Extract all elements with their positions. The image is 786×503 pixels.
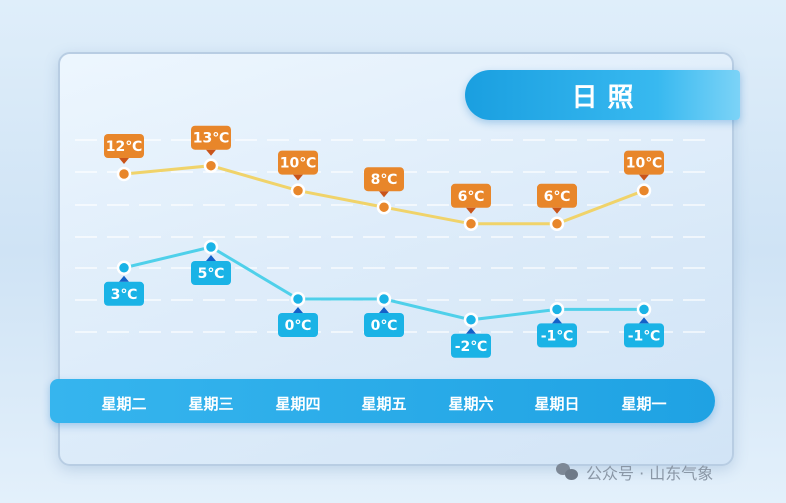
- low-temp-label: 0℃: [364, 307, 404, 337]
- day-label: 星期二: [101, 395, 147, 413]
- svg-text:12℃: 12℃: [106, 139, 142, 155]
- svg-text:13℃: 13℃: [193, 131, 229, 147]
- svg-text:0℃: 0℃: [371, 318, 398, 334]
- low-temp-label: -2℃: [451, 327, 491, 358]
- low-temp-label: 3℃: [104, 275, 144, 306]
- low-temp-point: [290, 291, 306, 307]
- high-temp-label: 13℃: [191, 125, 231, 156]
- svg-text:-1℃: -1℃: [628, 328, 661, 344]
- low-temp-point: [376, 291, 392, 307]
- watermark: 公众号 · 山东气象: [556, 460, 713, 484]
- low-temp-point: [636, 302, 652, 317]
- high-temp-label: 6℃: [537, 183, 577, 214]
- high-temp-label: 6℃: [451, 183, 491, 214]
- high-temp-label: 10℃: [278, 150, 318, 181]
- low-temp-point: [116, 260, 132, 276]
- day-label: 星期三: [188, 395, 234, 413]
- low-temp-label: -1℃: [624, 317, 664, 348]
- low-temp-label: 5℃: [191, 255, 231, 285]
- city-title-bar: 日照: [465, 70, 740, 120]
- high-temp-point: [463, 216, 479, 232]
- day-band: [50, 379, 715, 423]
- wechat-icon: [556, 463, 580, 481]
- high-temp-point: [203, 158, 219, 173]
- low-temp-point: [463, 312, 479, 328]
- svg-text:5℃: 5℃: [198, 266, 225, 282]
- day-label: 星期四: [275, 395, 321, 413]
- day-label: 星期日: [534, 395, 580, 413]
- low-temp-point: [549, 302, 565, 317]
- svg-text:6℃: 6℃: [458, 189, 485, 205]
- low-temp-point: [203, 239, 219, 255]
- high-temp-label: 8℃: [364, 167, 404, 198]
- svg-text:0℃: 0℃: [285, 318, 312, 334]
- svg-text:6℃: 6℃: [544, 189, 571, 205]
- high-temp-label: 10℃: [624, 150, 664, 181]
- low-temp-label: -1℃: [537, 317, 577, 348]
- svg-text:-2℃: -2℃: [455, 339, 488, 355]
- high-temp-point: [376, 199, 392, 215]
- city-title: 日照: [571, 82, 644, 113]
- high-temp-label: 12℃: [104, 134, 144, 164]
- high-temp-point: [636, 183, 652, 198]
- day-label: 星期一: [621, 395, 667, 413]
- svg-text:3℃: 3℃: [111, 287, 138, 303]
- day-label: 星期六: [448, 395, 494, 413]
- low-temp-label: 0℃: [278, 307, 318, 337]
- svg-text:8℃: 8℃: [371, 172, 398, 188]
- svg-text:10℃: 10℃: [280, 156, 316, 172]
- watermark-text: 公众号 · 山东气象: [586, 464, 714, 483]
- high-temp-point: [549, 216, 565, 232]
- day-label: 星期五: [361, 395, 407, 413]
- high-temp-point: [290, 183, 306, 198]
- svg-text:10℃: 10℃: [626, 156, 662, 172]
- svg-text:-1℃: -1℃: [541, 328, 574, 344]
- high-temp-point: [116, 166, 132, 182]
